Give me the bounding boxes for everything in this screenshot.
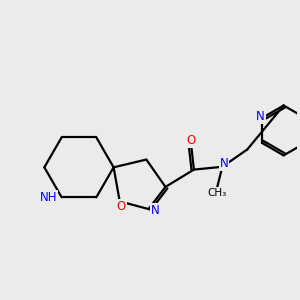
Text: NH: NH [40, 191, 58, 204]
Text: N: N [151, 204, 160, 217]
Text: O: O [117, 200, 126, 213]
Text: CH₃: CH₃ [208, 188, 227, 198]
Text: N: N [220, 157, 228, 170]
Text: O: O [187, 134, 196, 147]
Text: N: N [256, 110, 265, 123]
